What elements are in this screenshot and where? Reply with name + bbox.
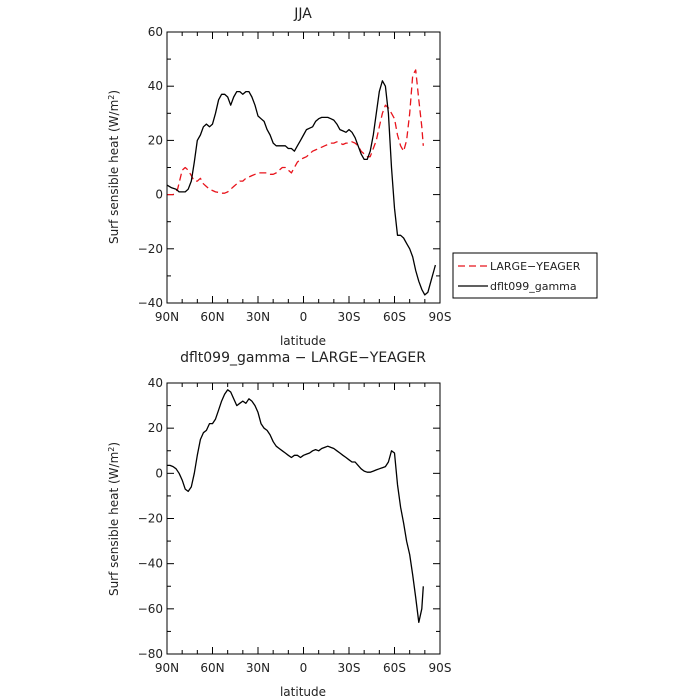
top-chart-series [166,69,437,296]
top-y-label-main: Surf sensible heat (W/m [107,100,121,244]
top-y-tick-label: −40 [138,296,163,310]
top-x-tick-label: 30S [338,310,361,324]
legend-box [452,252,598,299]
legend-label-dflt099-gamma: dflt099_gamma [490,280,577,293]
top-y-label-end: ) [107,90,121,95]
bottom-series-line-0 [167,389,424,624]
top-chart-y-axis-label: Surf sensible heat (W/m2) [107,90,121,244]
bottom-y-tick-label: −60 [138,602,163,616]
bottom-x-tick-label: 60N [200,661,224,675]
bottom-chart-plot-frame [166,382,441,655]
bottom-x-tick-label: 90N [155,661,179,675]
top-x-tick-label: 90S [429,310,452,324]
top-chart-x-axis-label: latitude [280,334,326,348]
bottom-x-tick-label: 30S [338,661,361,675]
bottom-chart-y-axis-label: Surf sensible heat (W/m2) [107,442,121,596]
top-y-tick-label: 20 [148,133,163,147]
bottom-x-tick-label: 0 [300,661,308,675]
bottom-chart-x-axis-label: latitude [280,685,326,699]
top-y-tick-label: 60 [148,25,163,39]
bottom-y-label-superscript: 2 [107,447,116,452]
legend: LARGE−YEAGER dflt099_gamma [452,252,598,299]
bottom-y-label-main: Surf sensible heat (W/m [107,452,121,596]
legend-entry-dflt099-gamma: dflt099_gamma [458,280,577,293]
bottom-chart-series [167,389,424,624]
top-series-line-0 [167,69,424,196]
bottom-y-tick-label: −80 [138,647,163,661]
top-chart-plot-frame [166,31,441,304]
top-x-tick-label: 30N [246,310,270,324]
top-y-label-superscript: 2 [107,95,116,100]
top-x-tick-label: 90N [155,310,179,324]
top-chart-title: JJA [293,6,312,22]
top-y-tick-label: 0 [155,188,163,202]
bottom-y-label-end: ) [107,442,121,447]
bottom-x-tick-label: 90S [429,661,452,675]
top-y-tick-label: 40 [148,79,163,93]
bottom-chart-ticks: 90N 60N 30N 0 30S 60S 90S −80 −60 −40 −20 0 20 40 [138,376,452,675]
top-x-tick-label: 60S [383,310,406,324]
bottom-y-tick-label: 40 [148,376,163,390]
legend-entry-large-yeager: LARGE−YEAGER [458,260,581,273]
bottom-y-tick-label: 0 [155,466,163,480]
bottom-chart-panel: dflt099_gamma − LARGE−YEAGER 90N 60N 30N 0 3… [107,350,451,699]
bottom-x-tick-label: 60S [383,661,406,675]
legend-label-large-yeager: LARGE−YEAGER [490,260,581,273]
top-y-tick-label: −20 [138,242,163,256]
bottom-y-tick-label: −40 [138,557,163,571]
top-series-line-1 [166,80,437,296]
bottom-x-tick-label: 30N [246,661,270,675]
top-x-tick-label: 0 [300,310,308,324]
bottom-chart-title: dflt099_gamma − LARGE−YEAGER [180,350,426,366]
top-x-tick-label: 60N [200,310,224,324]
top-chart-panel: JJA 90N 60N 30N 0 30S 60S 90S −40 −20 0 20 40 60 lat… [107,6,598,348]
top-chart-ticks: 90N 60N 30N 0 30S 60S 90S −40 −20 0 20 40 60 [138,25,452,324]
bottom-y-tick-label: −20 [138,512,163,526]
bottom-y-tick-label: 20 [148,421,163,435]
